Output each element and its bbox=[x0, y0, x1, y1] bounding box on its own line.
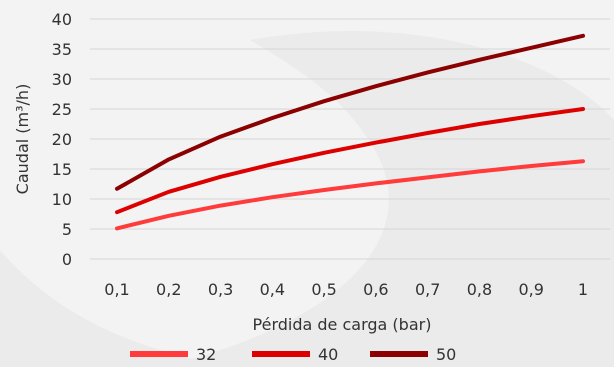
legend-label: 32 bbox=[196, 345, 216, 364]
x-tick-label: 0,5 bbox=[311, 280, 336, 299]
x-axis: 0,1 0,2 0,3 0,4 0,5 0,6 0,7 0,8 0,9 1 bbox=[104, 280, 588, 299]
legend-label: 40 bbox=[318, 345, 338, 364]
y-tick-label: 5 bbox=[62, 220, 72, 239]
background-watermark bbox=[0, 31, 614, 367]
x-tick-label: 0,2 bbox=[156, 280, 181, 299]
x-tick-label: 0,8 bbox=[467, 280, 492, 299]
x-tick-label: 0,1 bbox=[104, 280, 129, 299]
y-tick-label: 25 bbox=[52, 100, 72, 119]
y-tick-label: 0 bbox=[62, 250, 72, 269]
series-line-40 bbox=[115, 107, 585, 215]
y-tick-label: 20 bbox=[52, 130, 72, 149]
legend: 32 40 50 bbox=[130, 345, 456, 364]
x-tick-label: 0,7 bbox=[415, 280, 440, 299]
y-tick-label: 30 bbox=[52, 70, 72, 89]
y-tick-label: 15 bbox=[52, 160, 72, 179]
series-lines bbox=[115, 33, 585, 231]
y-axis-title: Caudal (m³/h) bbox=[13, 84, 32, 195]
y-tick-label: 35 bbox=[52, 40, 72, 59]
series-line-50 bbox=[115, 33, 585, 191]
x-axis-title: Pérdida de carga (bar) bbox=[253, 315, 432, 334]
y-tick-label: 40 bbox=[52, 10, 72, 29]
x-tick-label: 0,3 bbox=[208, 280, 233, 299]
series-line-32 bbox=[115, 159, 585, 231]
x-tick-label: 0,6 bbox=[363, 280, 388, 299]
legend-label: 50 bbox=[436, 345, 456, 364]
y-tick-label: 10 bbox=[52, 190, 72, 209]
x-tick-label: 0,9 bbox=[518, 280, 543, 299]
grid bbox=[90, 18, 610, 260]
x-tick-label: 0,4 bbox=[260, 280, 285, 299]
y-axis: 0 5 10 15 20 25 30 35 40 bbox=[52, 10, 72, 269]
x-tick-label: 1 bbox=[578, 280, 588, 299]
